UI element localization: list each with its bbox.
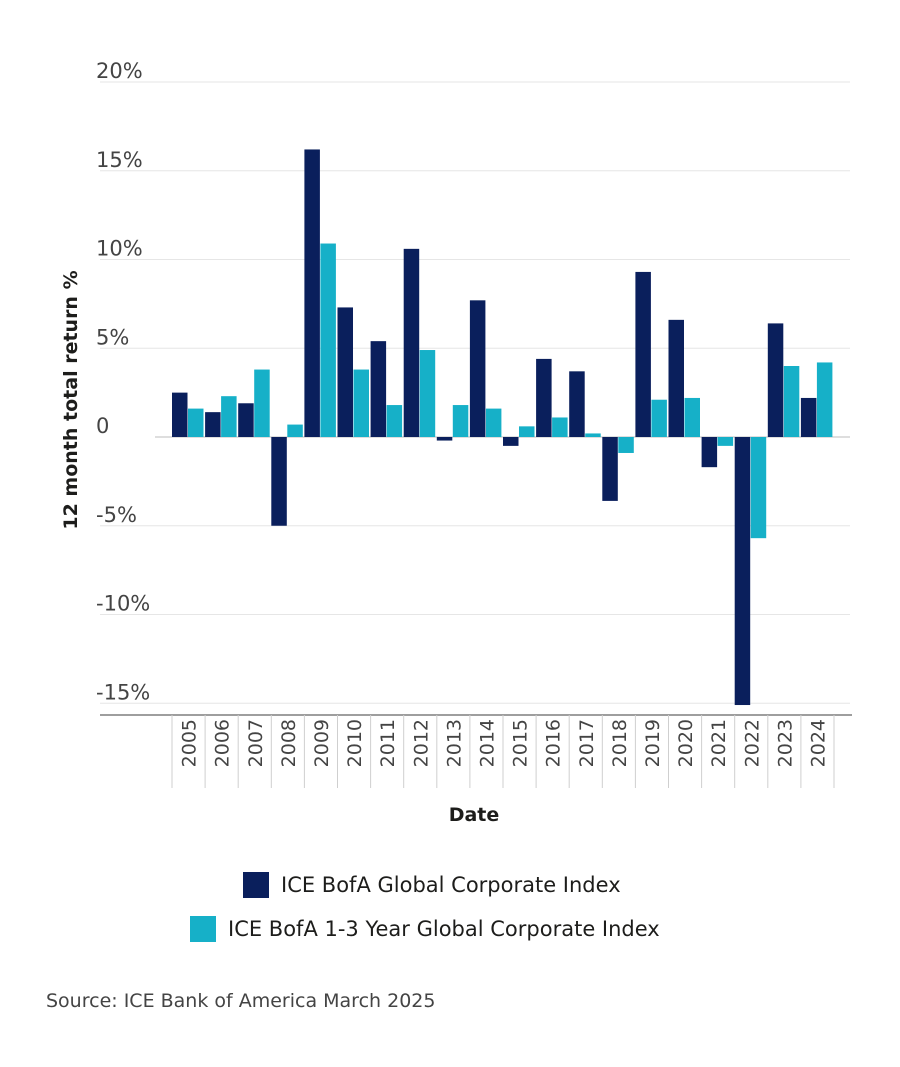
- bar-2013-global: [436, 437, 453, 441]
- bar-2019-1-3yr: [651, 399, 667, 437]
- legend-swatch-teal: [190, 916, 216, 942]
- bar-2005-global: [172, 392, 188, 437]
- y-tick-label: 15%: [96, 148, 143, 172]
- gridlines: [100, 81, 850, 704]
- x-tick-label: 2009: [311, 719, 333, 767]
- x-axis-label: Date: [449, 804, 500, 826]
- bar-2022-global: [734, 437, 751, 706]
- bar-2012-global: [403, 248, 420, 437]
- bar-2011-global: [370, 341, 387, 437]
- source-note: Source: ICE Bank of America March 2025: [46, 990, 436, 1012]
- x-tick-label: 2023: [774, 719, 796, 767]
- bar-2017-1-3yr: [585, 433, 601, 437]
- y-tick-label: 0: [96, 414, 109, 438]
- y-axis-label: 12 month total return %: [60, 270, 82, 529]
- bar-2022-1-3yr: [750, 437, 767, 539]
- legend-swatch-navy: [243, 872, 269, 898]
- x-tick-label: 2014: [476, 719, 498, 767]
- y-tick-label: 10%: [96, 237, 143, 261]
- bar-2015-1-3yr: [519, 426, 535, 437]
- bar-2010-global: [337, 307, 353, 437]
- y-tick-label: -15%: [96, 680, 150, 704]
- x-tick-label: 2015: [510, 719, 532, 767]
- legend-label: ICE BofA 1-3 Year Global Corporate Index: [228, 917, 660, 941]
- legend-item-1-3-year: ICE BofA 1-3 Year Global Corporate Index: [190, 916, 660, 942]
- x-tick-label: 2013: [443, 719, 465, 767]
- y-axis-ticks: 20% 15% 10% 5% 0 -5% -10% -15%: [96, 59, 150, 704]
- y-tick-label: 20%: [96, 59, 143, 83]
- x-tick-label: 2008: [278, 719, 300, 767]
- x-tick-label: 2016: [543, 719, 565, 767]
- x-tick-label: 2010: [344, 719, 366, 767]
- bar-2024-global: [800, 397, 817, 437]
- bar-2017-global: [569, 371, 585, 437]
- bar-2015-global: [503, 437, 519, 446]
- bar-2012-1-3yr: [419, 350, 436, 437]
- x-tick-label: 2006: [212, 719, 234, 767]
- bar-2008-global: [271, 437, 287, 526]
- y-tick-label: 5%: [96, 325, 129, 349]
- x-tick-label: 2024: [807, 719, 829, 767]
- bar-2006-global: [205, 412, 221, 437]
- bar-2014-global: [469, 300, 486, 437]
- bar-2024-1-3yr: [816, 362, 833, 437]
- bar-2019-global: [635, 271, 651, 437]
- bar-2009-global: [304, 149, 320, 437]
- x-tick-label: 2020: [675, 719, 697, 767]
- x-axis: 2005 2006 2007 2008 2009 2010 2011 2012 2013 2014…: [100, 714, 852, 788]
- legend-label: ICE BofA Global Corporate Index: [281, 873, 621, 897]
- bar-2020-1-3yr: [684, 397, 700, 437]
- bar-2007-global: [238, 403, 254, 437]
- x-tick-label: 2005: [179, 719, 201, 767]
- bar-2011-1-3yr: [386, 405, 403, 437]
- bar-2007-1-3yr: [254, 369, 270, 437]
- bar-2023-global: [767, 323, 784, 437]
- bar-2006-1-3yr: [221, 396, 237, 437]
- bar-2021-1-3yr: [717, 437, 734, 446]
- bar-2014-1-3yr: [485, 408, 502, 437]
- bar-2013-1-3yr: [452, 405, 469, 437]
- x-tick-label: 2021: [708, 719, 730, 767]
- bar-2023-1-3yr: [783, 366, 800, 437]
- x-tick-label: 2019: [642, 719, 664, 767]
- x-tick-label: 2007: [245, 719, 267, 767]
- bar-2020-global: [668, 319, 684, 437]
- bar-2016-global: [536, 358, 552, 437]
- bar-2021-global: [701, 437, 718, 468]
- x-tick-label: 2022: [741, 719, 763, 767]
- bar-2010-1-3yr: [353, 369, 369, 437]
- bars: [172, 149, 833, 706]
- x-tick-label: 2017: [576, 719, 598, 767]
- bar-2008-1-3yr: [287, 424, 303, 437]
- bar-2005-1-3yr: [188, 408, 204, 437]
- legend-item-global-corporate: ICE BofA Global Corporate Index: [243, 872, 621, 898]
- x-tick-label: 2012: [410, 719, 432, 767]
- y-tick-label: -10%: [96, 592, 150, 616]
- bar-2016-1-3yr: [552, 417, 568, 437]
- x-tick-label: 2011: [377, 719, 399, 767]
- x-tick-label: 2018: [609, 719, 631, 767]
- y-tick-label: -5%: [96, 503, 137, 527]
- bar-2009-1-3yr: [320, 243, 336, 437]
- bar-2018-1-3yr: [618, 437, 634, 453]
- bar-2018-global: [602, 437, 618, 501]
